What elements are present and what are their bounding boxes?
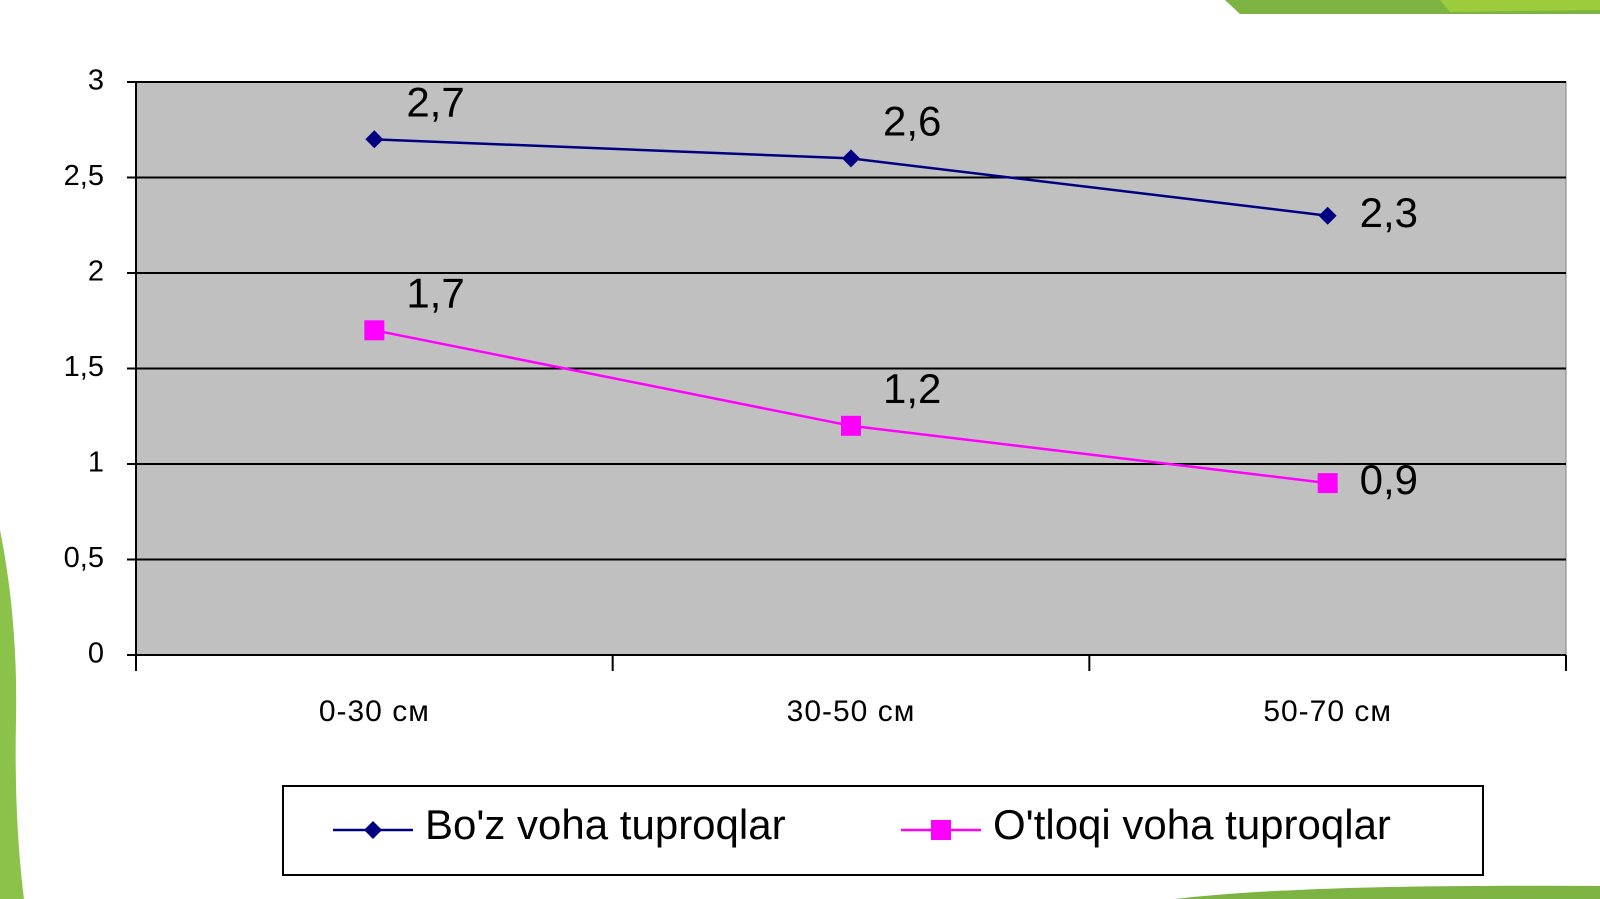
y-tick-label: 2,5 [64,160,104,192]
data-label: 2,3 [1360,189,1418,236]
decor-top-right-light [1440,0,1600,12]
point [364,320,385,341]
y-tick-label: 1 [88,447,104,479]
data-label: 0,9 [1360,456,1418,503]
legend [282,785,1484,876]
legend-label: O'tloqi voha tuproqlar [993,801,1391,848]
data-label: 1,2 [883,365,941,412]
point [841,415,861,436]
x-tick-label: 30-50 см [787,695,916,728]
y-tick-label: 0 [88,638,104,670]
x-tick-label: 0-30 см [319,695,430,728]
data-label: 2,6 [883,97,941,144]
y-tick-label: 1,5 [64,351,104,383]
decor-left [0,530,24,899]
point [931,820,951,840]
point [364,821,382,839]
point [365,130,384,149]
data-label: 1,7 [406,269,464,316]
y-tick-label: 3 [88,65,104,97]
x-tick-label: 50-70 см [1263,695,1392,728]
decor-bottom-right [1175,885,1600,899]
point [842,149,860,168]
point [1318,206,1337,225]
point [1317,473,1338,494]
legend-label: Bo'z voha tuproqlar [425,801,786,848]
y-tick-label: 0,5 [64,542,104,574]
y-tick-label: 2 [88,256,104,288]
data-label: 2,7 [406,78,464,125]
